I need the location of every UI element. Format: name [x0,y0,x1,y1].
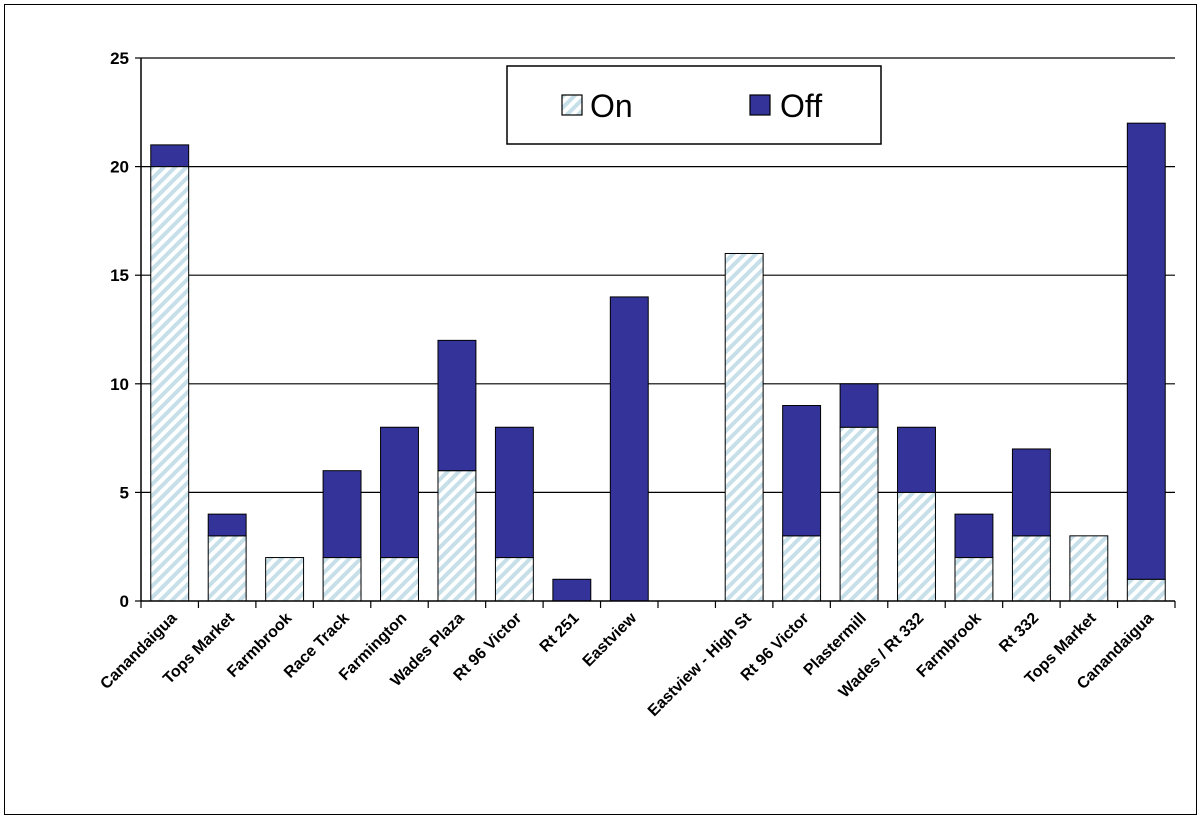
x-tick-label-10: Eastview - High St [645,609,756,720]
bar-on-6 [494,557,534,602]
bar-on-1 [207,535,247,602]
bar-on-10 [724,252,764,602]
x-tick-label-8: Eastview [580,609,641,670]
bar-off-17 [1126,122,1166,580]
bar-off-6 [494,426,534,559]
bar-on-11 [782,535,822,602]
gridlines [141,57,1175,493]
y-tick-label-15: 15 [110,266,129,285]
bar-off-8 [609,296,649,602]
y-tick-label-0: 0 [120,592,129,611]
bar-off-12 [839,383,879,428]
legend-label-off: Off [780,88,822,124]
bar-off-5 [437,339,477,472]
y-tick-labels: 0 5 10 15 20 25 [110,49,129,611]
bar-on-16 [1069,535,1109,602]
bars [150,122,1166,602]
legend-label-on: On [590,88,633,124]
y-tick-label-20: 20 [110,158,129,177]
bar-off-11 [782,405,822,537]
bar-off-13 [897,426,936,493]
bar-on-13 [897,491,936,602]
bar-off-7 [552,578,592,602]
bar-on-12 [839,426,879,602]
bar-on-5 [437,470,477,602]
bar-on-14 [954,557,994,602]
bar-on-15 [1011,535,1051,602]
x-tick-label-7: Rt 251 [537,610,583,656]
bar-on-3 [322,557,362,602]
bar-on-0 [150,166,190,602]
legend-swatch-on [561,94,583,116]
bar-off-14 [954,513,994,559]
bar-on-4 [380,557,419,602]
bar-off-1 [207,513,247,537]
bar-on-2 [265,557,305,602]
legend-swatch-off [749,94,771,116]
bar-on-17 [1126,578,1166,602]
x-tick-label-15: Rt 332 [996,610,1042,656]
bar-off-4 [380,426,419,559]
bar-off-0 [150,144,190,168]
y-tick-label-25: 25 [110,49,129,68]
y-tick-label-10: 10 [110,375,129,394]
axes [135,57,1176,608]
legend: On Off [506,65,882,145]
bar-off-3 [322,470,362,559]
bar-off-15 [1011,448,1051,537]
y-tick-label-5: 5 [120,483,129,502]
